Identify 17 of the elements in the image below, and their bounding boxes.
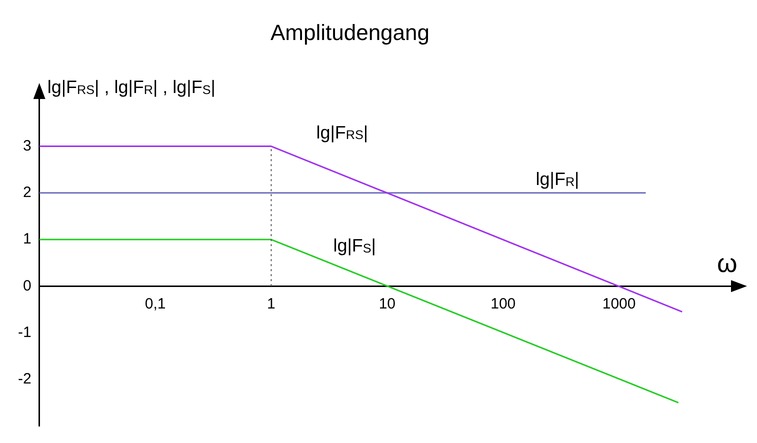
y-tick-label: 1 — [22, 230, 32, 248]
x-tick-label: 1000 — [602, 295, 636, 312]
y-tick-label: -1 — [18, 324, 32, 341]
x-tick-label: 10 — [378, 295, 396, 312]
x-axis-title: ω — [717, 248, 738, 278]
series-label: lg|FR| — [536, 168, 580, 189]
x-tick-label: 1 — [267, 295, 276, 312]
y-tick-label: 0 — [22, 277, 32, 294]
series-label: lg|FS| — [333, 236, 376, 256]
x-tick-label: 0,1 — [144, 295, 166, 312]
y-tick-label: 3 — [22, 137, 32, 154]
chart-title: Amplitudengang — [270, 20, 430, 45]
series-label: lg|FRS| — [316, 122, 368, 142]
y-tick-label: 2 — [22, 184, 32, 202]
y-tick-label: -2 — [18, 370, 32, 388]
x-tick-label: 100 — [490, 295, 516, 312]
y-axis-title: lg|FRS| , lg|FR| , lg|FS| — [47, 77, 216, 97]
